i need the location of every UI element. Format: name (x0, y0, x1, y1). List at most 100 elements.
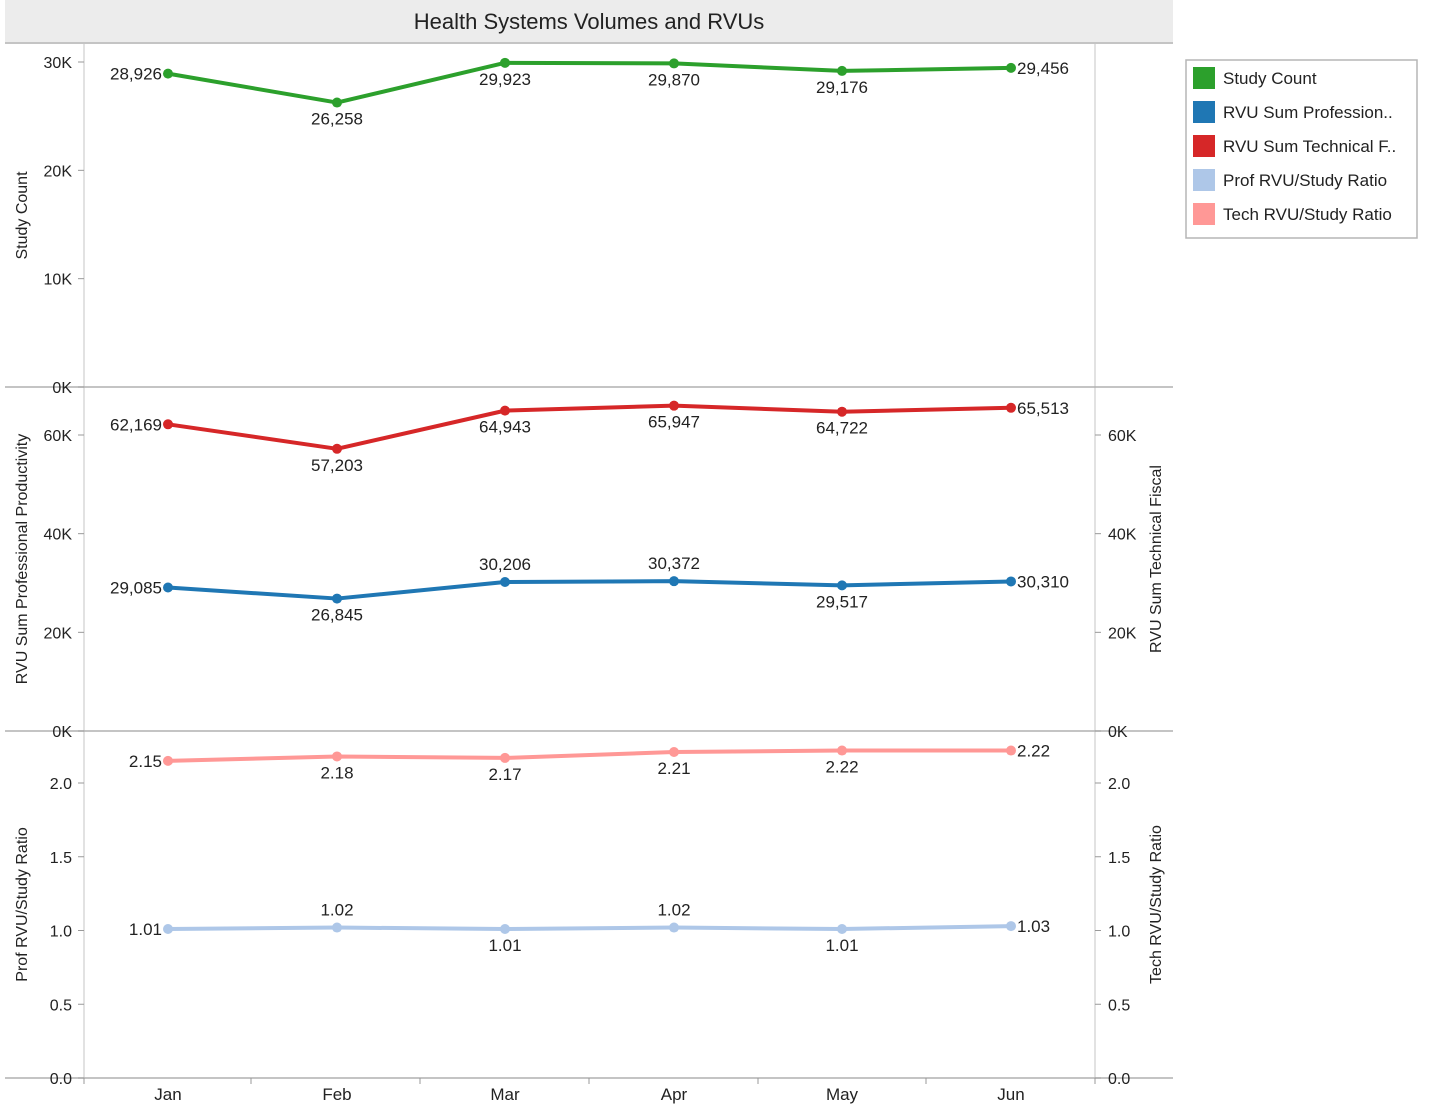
series-line (167, 403, 1012, 451)
right-y-tick-label: 20K (1108, 625, 1137, 642)
legend-item: RVU Sum Profession.. (1193, 101, 1393, 123)
data-point (837, 745, 847, 756)
data-label: 29,456 (1017, 59, 1069, 78)
left-y-axis-title: Study Count (14, 171, 31, 260)
left-y-tick-label: 40K (44, 527, 73, 544)
data-point (332, 443, 342, 454)
x-tick-label: Jan (154, 1085, 181, 1104)
right-y-tick-label: 0.0 (1108, 1071, 1130, 1088)
legend-item: Tech RVU/Study Ratio (1193, 203, 1392, 225)
legend-item: RVU Sum Technical F.. (1193, 135, 1396, 157)
data-label: 30,206 (479, 555, 531, 574)
panel-ratio: 0.0 0.5 1.0 1.5 2.0 Prof RVU/Study Ratio 0.0 0.… (14, 742, 1165, 1088)
data-point (163, 582, 173, 593)
data-label: 1.03 (1017, 917, 1050, 936)
right-y-tick-label: 60K (1108, 428, 1137, 445)
data-label: 28,926 (110, 65, 162, 84)
data-point (669, 922, 679, 933)
legend-label: Prof RVU/Study Ratio (1223, 171, 1387, 190)
data-label: 29,517 (816, 592, 868, 611)
data-point (163, 68, 173, 79)
data-point (1006, 576, 1016, 587)
left-y-axis-title: RVU Sum Professional Productivity (14, 434, 31, 684)
x-tick-label: Apr (661, 1085, 688, 1104)
data-point (1006, 402, 1016, 413)
panel-study: 0K 10K 20K 30K Study Count 28,926 26,258 29,923… (14, 55, 1069, 397)
data-label: 64,943 (479, 418, 531, 437)
data-point (500, 405, 510, 416)
data-label: 1.02 (657, 901, 690, 920)
data-label: 65,513 (1017, 399, 1069, 418)
left-y-tick-label: 30K (44, 55, 73, 72)
data-point (837, 65, 847, 76)
right-y-tick-label: 40K (1108, 527, 1137, 544)
left-y-tick-label: 10K (44, 272, 73, 289)
x-tick-label: May (826, 1085, 859, 1104)
data-label: 30,310 (1017, 572, 1069, 591)
data-label: 29,870 (648, 70, 700, 89)
data-label: 1.01 (129, 920, 162, 939)
data-point (332, 922, 342, 933)
legend-label: Study Count (1223, 69, 1317, 88)
legend-label: RVU Sum Profession.. (1223, 103, 1393, 122)
legend-label: RVU Sum Technical F.. (1223, 137, 1396, 156)
left-y-axis-title: Prof RVU/Study Ratio (14, 827, 31, 982)
series-line (167, 60, 1012, 105)
x-tick-label: Feb (322, 1085, 351, 1104)
data-point (500, 924, 510, 935)
data-point (332, 593, 342, 604)
right-y-tick-label: 2.0 (1108, 776, 1130, 793)
data-label: 2.22 (1017, 742, 1050, 761)
data-label: 65,947 (648, 413, 700, 432)
left-y-tick-label: 20K (44, 625, 73, 642)
data-point (669, 576, 679, 587)
x-tick-label: Jun (997, 1085, 1024, 1104)
data-point (163, 419, 173, 430)
data-label: 29,176 (816, 78, 868, 97)
data-point (500, 576, 510, 587)
data-label: 57,203 (311, 456, 363, 475)
data-label: 62,169 (110, 415, 162, 434)
legend-swatch (1193, 203, 1215, 225)
data-point (1006, 745, 1016, 756)
data-label: 29,085 (110, 579, 162, 598)
series-rvu-sum-technical-f: 62,169 57,203 64,943 65,947 64,722 65,513 (110, 399, 1069, 475)
series-line (167, 924, 1012, 932)
data-label: 26,845 (311, 606, 363, 625)
data-point (332, 97, 342, 108)
right-y-tick-label: 1.5 (1108, 850, 1130, 867)
left-y-tick-label: 0.0 (50, 1071, 72, 1088)
right-y-axis-title: Tech RVU/Study Ratio (1148, 825, 1165, 984)
right-y-axis-title: RVU Sum Technical Fiscal (1148, 465, 1165, 653)
data-point (163, 755, 173, 766)
title-background (5, 0, 1173, 42)
left-y-tick-label: 1.0 (50, 924, 72, 941)
data-label: 1.01 (825, 936, 858, 955)
left-y-tick-label: 0K (52, 724, 72, 741)
series-line (167, 579, 1012, 601)
legend-swatch (1193, 101, 1215, 123)
legend-swatch (1193, 67, 1215, 89)
data-label: 29,923 (479, 70, 531, 89)
data-point (163, 924, 173, 935)
left-y-tick-label: 0K (52, 380, 72, 397)
legend-swatch (1193, 169, 1215, 191)
x-tick-label: Mar (490, 1085, 520, 1104)
series-prof-rvu-study-ratio: 1.01 1.02 1.01 1.02 1.01 1.03 (129, 901, 1050, 955)
data-label: 2.21 (657, 759, 690, 778)
data-point (1006, 62, 1016, 73)
series-line (167, 748, 1011, 763)
data-label: 30,372 (648, 554, 700, 573)
data-label: 2.18 (320, 763, 353, 782)
series-tech-rvu-study-ratio: 2.15 2.18 2.17 2.21 2.22 2.22 (129, 742, 1050, 784)
data-point (669, 400, 679, 411)
left-y-tick-label: 20K (44, 163, 73, 180)
data-label: 64,722 (816, 419, 868, 438)
legend-swatch (1193, 135, 1215, 157)
data-point (669, 58, 679, 69)
panel-rvu: 0K 20K 40K 60K RVU Sum Professional Producti… (14, 399, 1165, 741)
data-point (500, 57, 510, 68)
data-point (500, 752, 510, 763)
right-y-tick-label: 0K (1108, 724, 1128, 741)
left-y-tick-label: 2.0 (50, 776, 72, 793)
